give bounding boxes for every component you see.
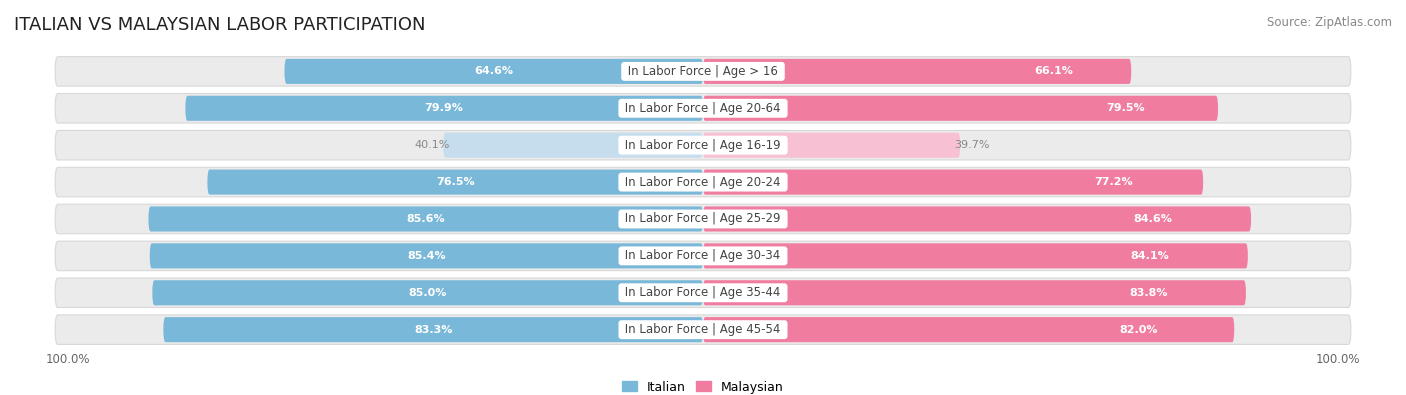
FancyBboxPatch shape: [55, 130, 1351, 160]
FancyBboxPatch shape: [703, 243, 1249, 269]
FancyBboxPatch shape: [55, 167, 1351, 197]
Text: In Labor Force | Age 25-29: In Labor Force | Age 25-29: [621, 213, 785, 226]
FancyBboxPatch shape: [149, 207, 703, 231]
Text: 77.2%: 77.2%: [1094, 177, 1132, 187]
Text: 79.5%: 79.5%: [1107, 103, 1144, 113]
Text: 84.1%: 84.1%: [1130, 251, 1170, 261]
FancyBboxPatch shape: [703, 317, 1234, 342]
FancyBboxPatch shape: [703, 169, 1204, 195]
FancyBboxPatch shape: [703, 59, 1132, 84]
FancyBboxPatch shape: [186, 96, 703, 121]
Text: 83.8%: 83.8%: [1129, 288, 1167, 298]
FancyBboxPatch shape: [152, 280, 703, 305]
Text: 76.5%: 76.5%: [436, 177, 474, 187]
Text: 84.6%: 84.6%: [1133, 214, 1171, 224]
Text: ITALIAN VS MALAYSIAN LABOR PARTICIPATION: ITALIAN VS MALAYSIAN LABOR PARTICIPATION: [14, 16, 426, 34]
FancyBboxPatch shape: [284, 59, 703, 84]
Text: 64.6%: 64.6%: [474, 66, 513, 76]
FancyBboxPatch shape: [55, 278, 1351, 308]
FancyBboxPatch shape: [55, 204, 1351, 234]
Text: Source: ZipAtlas.com: Source: ZipAtlas.com: [1267, 16, 1392, 29]
FancyBboxPatch shape: [703, 207, 1251, 231]
Text: 83.3%: 83.3%: [413, 325, 453, 335]
FancyBboxPatch shape: [55, 56, 1351, 86]
Text: 66.1%: 66.1%: [1035, 66, 1074, 76]
Text: 39.7%: 39.7%: [953, 140, 990, 150]
Text: In Labor Force | Age 30-34: In Labor Force | Age 30-34: [621, 249, 785, 262]
Text: In Labor Force | Age 45-54: In Labor Force | Age 45-54: [621, 323, 785, 336]
Text: 85.4%: 85.4%: [408, 251, 446, 261]
Text: 79.9%: 79.9%: [425, 103, 464, 113]
Text: 85.6%: 85.6%: [406, 214, 446, 224]
Text: 85.0%: 85.0%: [409, 288, 447, 298]
Legend: Italian, Malaysian: Italian, Malaysian: [617, 376, 789, 395]
FancyBboxPatch shape: [703, 96, 1218, 121]
Text: In Labor Force | Age 20-64: In Labor Force | Age 20-64: [621, 102, 785, 115]
Text: 100.0%: 100.0%: [45, 353, 90, 365]
Text: 40.1%: 40.1%: [415, 140, 450, 150]
FancyBboxPatch shape: [55, 315, 1351, 344]
FancyBboxPatch shape: [207, 169, 703, 195]
FancyBboxPatch shape: [443, 133, 703, 158]
FancyBboxPatch shape: [55, 241, 1351, 271]
Text: In Labor Force | Age 16-19: In Labor Force | Age 16-19: [621, 139, 785, 152]
Text: In Labor Force | Age 20-24: In Labor Force | Age 20-24: [621, 176, 785, 188]
FancyBboxPatch shape: [55, 94, 1351, 123]
FancyBboxPatch shape: [163, 317, 703, 342]
FancyBboxPatch shape: [703, 280, 1246, 305]
Text: 100.0%: 100.0%: [1316, 353, 1361, 365]
FancyBboxPatch shape: [149, 243, 703, 269]
Text: In Labor Force | Age 35-44: In Labor Force | Age 35-44: [621, 286, 785, 299]
Text: 82.0%: 82.0%: [1119, 325, 1159, 335]
Text: In Labor Force | Age > 16: In Labor Force | Age > 16: [624, 65, 782, 78]
FancyBboxPatch shape: [703, 133, 960, 158]
